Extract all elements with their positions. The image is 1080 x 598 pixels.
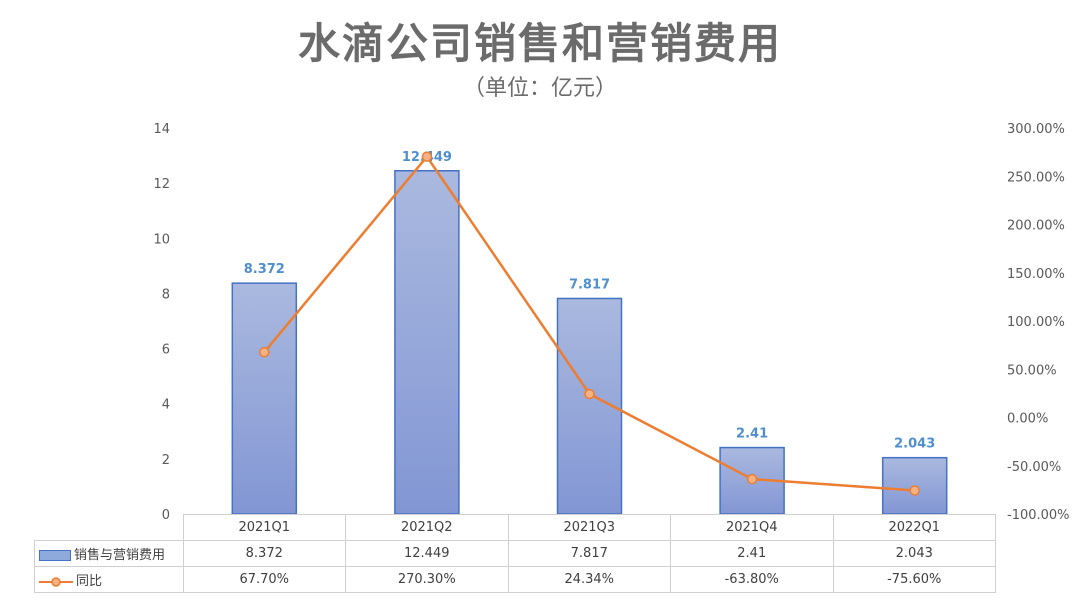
bar [394, 170, 460, 515]
category-label: 2021Q1 [182, 514, 346, 541]
table-cell-yoy-value: -63.80% [670, 566, 834, 593]
data-table-corner [34, 514, 184, 541]
yoy-point [584, 388, 595, 400]
category-label: 2021Q3 [507, 514, 671, 541]
legend-bar-swatch [39, 550, 71, 561]
right-axis-tick-label: 100.00% [1007, 315, 1065, 330]
yoy-point [909, 485, 920, 496]
table-cell-yoy-value: -75.60% [832, 566, 996, 593]
bar-data-label: 7.817 [569, 277, 610, 292]
table-cell-yoy-value: 270.30% [345, 566, 509, 593]
chart-title: 水滴公司销售和营销费用 [297, 19, 782, 68]
table-cell-yoy-value: 67.70% [182, 566, 346, 593]
bar-data-label: 2.043 [894, 437, 935, 452]
left-axis-tick-label: 2 [162, 453, 170, 468]
right-axis-tick-label: 300.00% [1007, 122, 1065, 137]
category-label: 2022Q1 [832, 514, 996, 541]
right-axis-tick-label: 0.00% [1007, 412, 1048, 427]
bar-data-label: 8.372 [244, 262, 285, 277]
data-table: 2021Q1 2021Q2 2021Q3 2021Q4 2022Q1 销售与营销费用 8… [34, 514, 996, 593]
right-axis-tick-label: -100.00% [1007, 508, 1070, 523]
legend-entry-bar: 销售与营销费用 [34, 540, 184, 567]
table-cell-sales-value: 7.817 [507, 540, 671, 567]
right-axis-tick-label: 50.00% [1007, 363, 1057, 378]
yoy-point [746, 473, 758, 485]
category-label: 2021Q4 [670, 514, 834, 541]
legend-line-swatch [39, 576, 73, 587]
legend-entry-line: 同比 [34, 566, 184, 593]
right-axis-tick-label: -50.00% [1007, 460, 1061, 475]
yoy-point [421, 151, 433, 162]
data-table-line-row: 同比 67.70% 270.30% 24.34% -63.80% -75.60% [34, 566, 996, 593]
table-cell-sales-value: 8.372 [182, 540, 346, 567]
data-table-bar-row: 销售与营销费用 8.372 12.449 7.817 2.41 2.043 [34, 540, 996, 567]
left-axis-tick-label: 4 [162, 398, 170, 413]
data-table-category-row: 2021Q1 2021Q2 2021Q3 2021Q4 2022Q1 [34, 514, 996, 541]
category-label: 2021Q2 [345, 514, 509, 541]
left-axis-tick-label: 8 [162, 287, 170, 302]
bar-data-label: 2.41 [736, 427, 768, 442]
legend-line-label: 同比 [76, 574, 103, 589]
bar [231, 282, 298, 515]
yoy-point [259, 346, 270, 358]
left-axis-tick-label: 10 [153, 232, 170, 247]
table-cell-sales-value: 2.41 [670, 540, 834, 567]
chart-subtitle: （单位：亿元） [462, 76, 617, 101]
left-axis-tick-label: 6 [162, 343, 170, 358]
left-axis-tick-label: 14 [153, 122, 170, 137]
table-cell-yoy-value: 24.34% [507, 566, 671, 593]
legend-bar-label: 销售与营销费用 [74, 548, 166, 563]
right-axis-tick-label: 200.00% [1007, 219, 1065, 234]
table-cell-sales-value: 2.043 [832, 540, 996, 567]
table-cell-sales-value: 12.449 [345, 540, 509, 567]
left-axis-tick-label: 12 [153, 177, 170, 192]
right-axis-tick-label: 250.00% [1007, 170, 1065, 185]
right-axis-tick-label: 150.00% [1007, 267, 1065, 282]
